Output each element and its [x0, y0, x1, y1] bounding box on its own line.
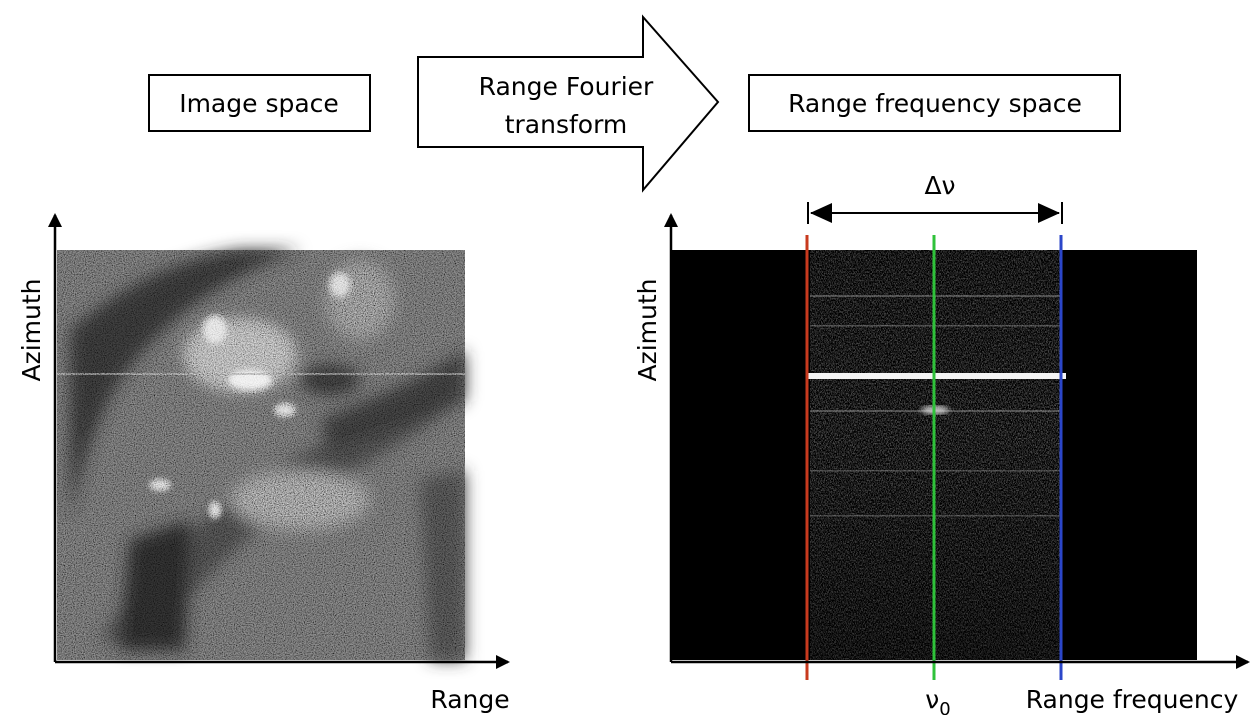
image-x-axis-label: Range — [430, 685, 509, 714]
image-y-axis-label: Azimuth — [17, 278, 46, 381]
sar-image — [57, 250, 465, 660]
center-frequency-subscript: 0 — [939, 699, 950, 715]
fourier-transform-arrow: Range Fourier transform — [417, 14, 720, 193]
block-arrow-shape — [417, 14, 720, 193]
spectrum-axes — [664, 213, 1250, 669]
bandwidth-dimension: Δν — [807, 171, 1063, 224]
image-space-box: Image space — [148, 74, 371, 132]
image-axes — [48, 213, 510, 669]
center-frequency-label: ν0 — [925, 685, 950, 715]
arrow-label-line1: Range Fourier — [479, 72, 654, 101]
spectrum-x-axis-label: Range frequency — [1026, 685, 1239, 714]
arrow-label-line2: transform — [505, 110, 628, 139]
center-frequency-symbol: ν — [925, 685, 939, 714]
frequency-space-box: Range frequency space — [748, 74, 1121, 132]
spectrum-y-axis-label: Azimuth — [633, 278, 662, 381]
bright-azimuth-line — [808, 373, 1066, 379]
image-space-title: Image space — [179, 89, 339, 118]
bandwidth-label: Δν — [924, 171, 955, 200]
frequency-space-title: Range frequency space — [788, 89, 1082, 118]
